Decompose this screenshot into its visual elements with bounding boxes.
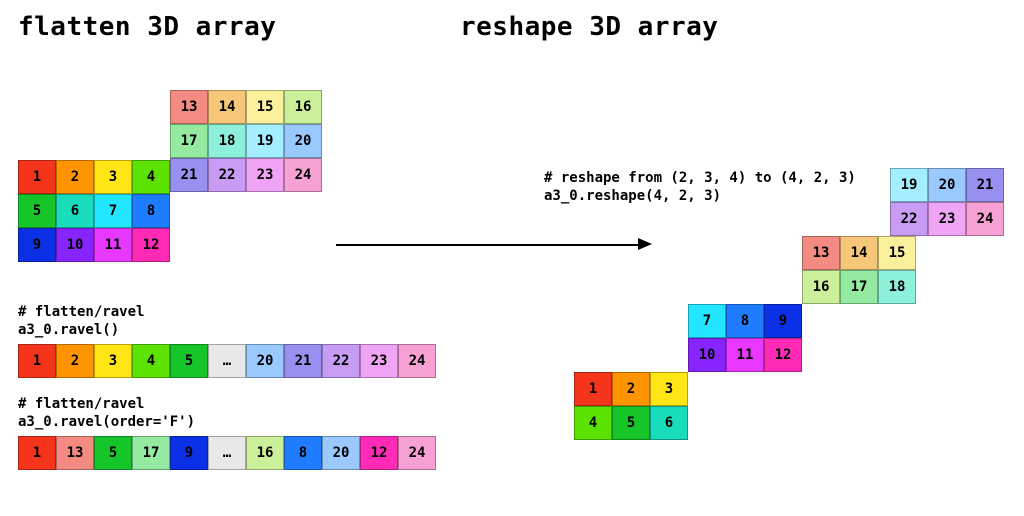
- array-cell: 19: [890, 168, 928, 202]
- array-cell: 22: [322, 344, 360, 378]
- array-cell: 21: [284, 344, 322, 378]
- array-cell: 3: [94, 160, 132, 194]
- array-cell: 4: [132, 344, 170, 378]
- array-cell: 12: [764, 338, 802, 372]
- array-cell: 8: [726, 304, 764, 338]
- array-cell: 7: [688, 304, 726, 338]
- title-flatten: flatten 3D array: [18, 12, 276, 42]
- array-cell: 22: [890, 202, 928, 236]
- array-cell: 3: [650, 372, 688, 406]
- array-cell: 4: [574, 406, 612, 440]
- grid-3d-front: 123456789101112: [18, 160, 170, 262]
- array-cell: 6: [56, 194, 94, 228]
- array-cell: 12: [360, 436, 398, 470]
- array-cell: 13: [170, 90, 208, 124]
- array-cell: 15: [878, 236, 916, 270]
- array-cell: 7: [94, 194, 132, 228]
- array-cell: 14: [840, 236, 878, 270]
- array-cell: 16: [802, 270, 840, 304]
- array-cell: 1: [18, 436, 56, 470]
- array-cell: 23: [360, 344, 398, 378]
- array-cell: 4: [132, 160, 170, 194]
- grid-reshape-2: 789 101112: [688, 304, 802, 372]
- arrow-head-icon: [638, 238, 652, 250]
- array-cell: 24: [398, 344, 436, 378]
- array-cell: 21: [966, 168, 1004, 202]
- array-cell: 9: [170, 436, 208, 470]
- array-cell: …: [208, 436, 246, 470]
- array-cell: 17: [132, 436, 170, 470]
- array-cell: 8: [132, 194, 170, 228]
- array-cell: 8: [284, 436, 322, 470]
- array-cell: 1: [18, 344, 56, 378]
- array-cell: 11: [94, 228, 132, 262]
- array-cell: 24: [398, 436, 436, 470]
- array-cell: 10: [688, 338, 726, 372]
- array-cell: 18: [878, 270, 916, 304]
- array-cell: 15: [246, 90, 284, 124]
- array-cell: 3: [94, 344, 132, 378]
- array-cell: 16: [284, 90, 322, 124]
- array-cell: 20: [284, 124, 322, 158]
- array-cell: 9: [18, 228, 56, 262]
- array-cell: 20: [322, 436, 360, 470]
- array-cell: …: [208, 344, 246, 378]
- array-cell: 23: [246, 158, 284, 192]
- array-cell: 24: [284, 158, 322, 192]
- array-cell: 22: [208, 158, 246, 192]
- array-cell: 24: [966, 202, 1004, 236]
- array-cell: 2: [612, 372, 650, 406]
- title-reshape: reshape 3D array: [460, 12, 718, 42]
- array-cell: 10: [56, 228, 94, 262]
- array-cell: 5: [18, 194, 56, 228]
- array-cell: 14: [208, 90, 246, 124]
- grid-ravel: 12345…2021222324: [18, 344, 436, 378]
- array-cell: 9: [764, 304, 802, 338]
- array-cell: 20: [928, 168, 966, 202]
- array-cell: 19: [246, 124, 284, 158]
- array-cell: 2: [56, 344, 94, 378]
- code-ravel-f: # flatten/ravel a3_0.ravel(order='F'): [18, 396, 195, 431]
- array-cell: 17: [170, 124, 208, 158]
- array-cell: 1: [574, 372, 612, 406]
- code-ravel: # flatten/ravel a3_0.ravel(): [18, 304, 144, 339]
- array-cell: 12: [132, 228, 170, 262]
- array-cell: 6: [650, 406, 688, 440]
- array-cell: 21: [170, 158, 208, 192]
- array-cell: 5: [170, 344, 208, 378]
- array-cell: 16: [246, 436, 284, 470]
- grid-reshape-3: 131415 161718: [802, 236, 916, 304]
- array-cell: 11: [726, 338, 764, 372]
- array-cell: 23: [928, 202, 966, 236]
- array-cell: 13: [802, 236, 840, 270]
- array-cell: 18: [208, 124, 246, 158]
- grid-reshape-4: 192021 222324: [890, 168, 1004, 236]
- array-cell: 17: [840, 270, 878, 304]
- grid-3d-back: 13141516 17181920 21222324: [170, 90, 322, 192]
- array-cell: 5: [612, 406, 650, 440]
- code-reshape: # reshape from (2, 3, 4) to (4, 2, 3) a3…: [544, 170, 856, 205]
- arrow-line: [336, 244, 640, 246]
- array-cell: 2: [56, 160, 94, 194]
- array-cell: 1: [18, 160, 56, 194]
- grid-ravel-f: 1135179…168201224: [18, 436, 436, 470]
- array-cell: 13: [56, 436, 94, 470]
- array-cell: 20: [246, 344, 284, 378]
- grid-reshape-1: 123 456: [574, 372, 688, 440]
- array-cell: 5: [94, 436, 132, 470]
